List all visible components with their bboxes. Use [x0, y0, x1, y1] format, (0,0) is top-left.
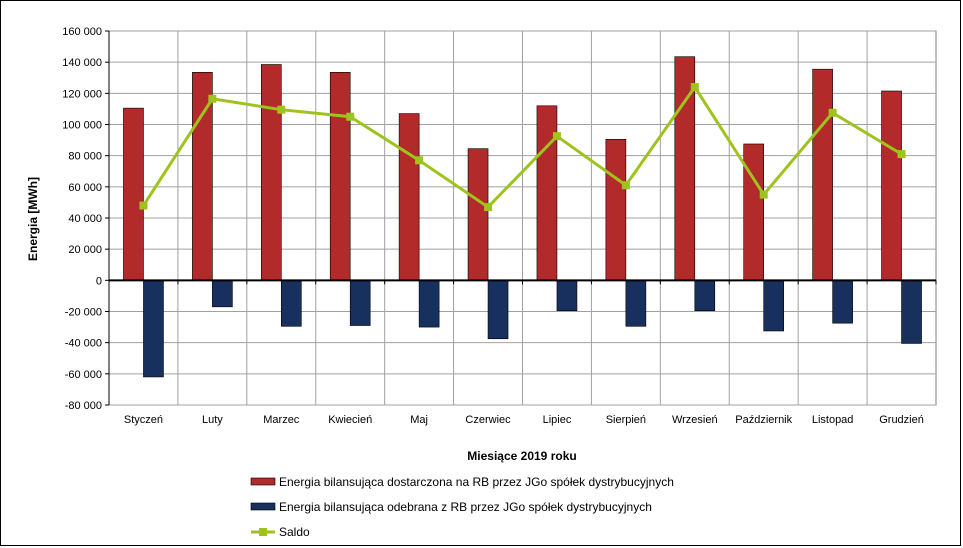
y-tick-label: 100 000: [62, 120, 102, 132]
bar-dostarczona: [812, 68, 833, 281]
bar-odebrana: [349, 280, 371, 326]
saldo-series-line: [142, 84, 903, 210]
bar-odebrana: [832, 280, 853, 324]
y-tick-label: 60 000: [68, 182, 102, 194]
legend-swatch-bar: [250, 502, 276, 511]
bar-dostarczona: [123, 107, 144, 281]
x-tick-label: Czerwiec: [465, 414, 511, 426]
x-tick-label: Sierpień: [606, 414, 646, 426]
x-tick-label: Styczeń: [124, 414, 163, 426]
saldo-line: [139, 83, 906, 212]
bar-dostarczona: [260, 64, 282, 281]
y-tick-label: 80 000: [68, 151, 102, 163]
bar-odebrana: [143, 280, 164, 378]
bar-dostarczona: [536, 105, 558, 281]
y-tick-label: 140 000: [62, 57, 102, 69]
bar-dostarczona: [329, 71, 351, 281]
saldo-point: [277, 105, 286, 114]
saldo-point: [139, 201, 148, 210]
saldo-point: [690, 83, 699, 92]
x-tick-label: Marzec: [263, 414, 300, 426]
saldo-point: [415, 156, 424, 165]
legend-swatch-marker: [259, 528, 267, 536]
saldo-point: [897, 150, 906, 159]
bar-dostarczona: [881, 90, 902, 281]
saldo-point: [552, 132, 561, 141]
grid-lines: [108, 30, 937, 406]
y-tick-label: 40 000: [68, 213, 102, 225]
y-tick-label: 0: [96, 275, 102, 287]
y-tick-label: 120 000: [62, 88, 102, 100]
bars: [123, 56, 922, 378]
y-tick-label: -40 000: [65, 338, 102, 350]
saldo-point: [208, 94, 217, 103]
x-tick-label: Lipiec: [543, 414, 572, 426]
bar-dostarczona: [467, 148, 489, 281]
y-axis-title: Energia [MWh]: [26, 177, 40, 261]
saldo-point: [484, 203, 493, 212]
y-tick-label: 160 000: [62, 26, 102, 38]
bar-odebrana: [280, 280, 302, 327]
legend-swatch-bar: [250, 477, 276, 486]
x-tick-labels: Styczeń Luty Marzec Kwiecień Maj Czerwiec Lipi…: [124, 414, 924, 426]
y-tick-label: 20 000: [68, 244, 102, 256]
bar-dostarczona: [605, 139, 627, 281]
bar-odebrana: [556, 280, 578, 312]
legend-label: Energia bilansująca odebrana z RB przez …: [279, 500, 652, 514]
x-tick-label: Grudzień: [879, 414, 924, 426]
y-tick-labels: 160 000 140 000 120 000 100 000 80 000 60 000…: [62, 26, 102, 412]
bar-odebrana: [625, 280, 647, 327]
x-tick-label: Luty: [202, 414, 223, 426]
x-tick-label: Kwiecień: [328, 414, 372, 426]
legend-label: Saldo: [279, 525, 310, 539]
y-tick-label: -60 000: [65, 369, 102, 381]
bar-odebrana: [763, 280, 785, 332]
bar-odebrana: [212, 280, 233, 308]
bar-odebrana: [901, 280, 922, 344]
x-tick-label: Październik: [735, 414, 792, 426]
x-tick-label: Listopad: [812, 414, 854, 426]
saldo-point: [828, 108, 837, 117]
axes: [105, 30, 937, 406]
bar-dostarczona: [743, 143, 765, 281]
y-tick-label: -20 000: [65, 307, 102, 319]
bar-dostarczona: [398, 113, 420, 281]
bar-odebrana: [487, 280, 509, 340]
x-axis-title: Miesiące 2019 roku: [467, 449, 576, 463]
saldo-point: [346, 112, 355, 121]
legend: Energia bilansująca dostarczona na RB pr…: [250, 475, 674, 539]
x-tick-label: Maj: [410, 414, 428, 426]
y-tick-label: -80 000: [65, 400, 102, 412]
saldo-point: [759, 190, 768, 199]
x-tick-label: Wrzesień: [672, 414, 718, 426]
legend-label: Energia bilansująca dostarczona na RB pr…: [279, 475, 674, 489]
saldo-point: [621, 181, 630, 190]
bar-odebrana: [418, 280, 440, 328]
bar-odebrana: [694, 280, 716, 312]
